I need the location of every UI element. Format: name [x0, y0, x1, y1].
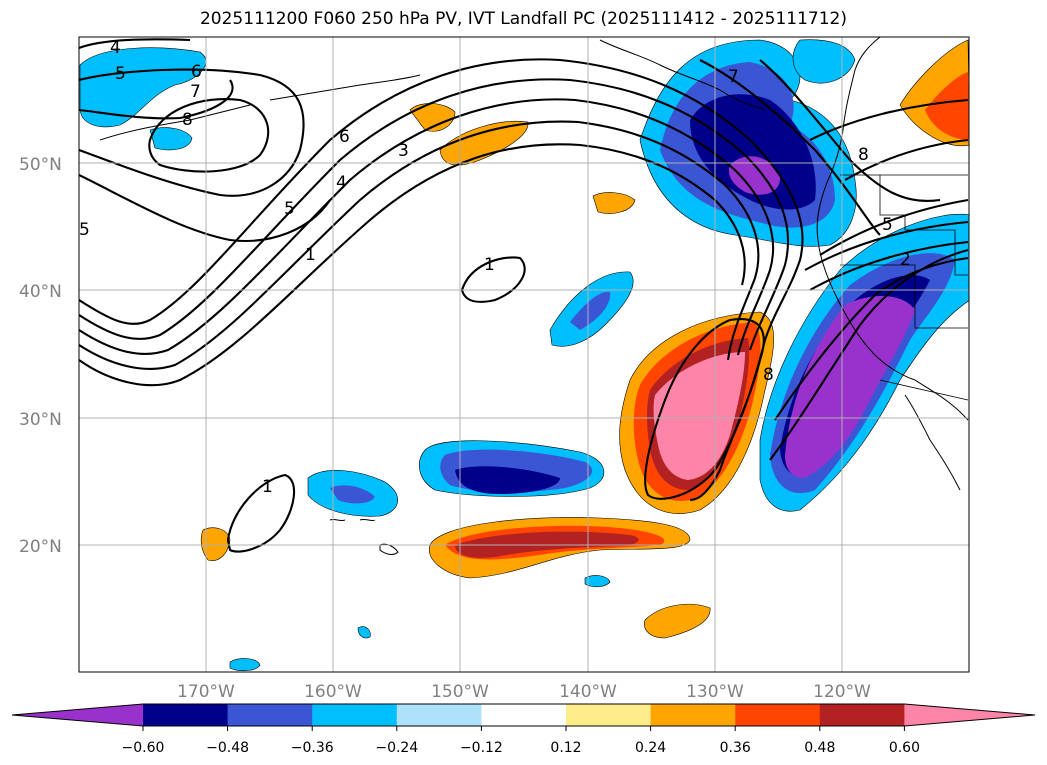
colorbar: −0.60 −0.48 −0.36 −0.24 −0.12 0.12 0.24 0.36 0.4… [11, 703, 1036, 756]
lon-label-130w: 130°W [686, 682, 744, 702]
colorbar-segment [227, 704, 313, 726]
colorbar-tick-label: −0.36 [291, 740, 334, 756]
contour-label: 5 [115, 64, 126, 84]
country-borders [840, 174, 969, 401]
lon-label-150w: 150°W [431, 682, 489, 702]
lat-label-30n: 30°N [19, 410, 62, 430]
map-gridlines [79, 37, 969, 672]
lat-label-50n: 50°N [19, 155, 62, 175]
map-frame [78, 36, 970, 673]
contour-label: 1 [305, 245, 316, 265]
contour-label: 1 [262, 477, 273, 497]
lon-label-120w: 120°W [813, 682, 871, 702]
colorbar-tick-label: −0.24 [375, 740, 418, 756]
contour-label: 8 [858, 145, 869, 165]
coastline [99, 37, 969, 555]
colorbar-segment [566, 704, 652, 726]
colorbar-tick-label: 0.12 [550, 740, 581, 756]
colorbar-segment [650, 704, 736, 726]
small-anomaly-features [79, 39, 969, 671]
colorbar-tick-label: −0.12 [460, 740, 503, 756]
contour-label: 5 [882, 215, 893, 235]
contour-label: 1 [484, 255, 495, 275]
colorbar-tick-label: −0.60 [122, 740, 165, 756]
lon-label-160w: 160°W [304, 682, 362, 702]
latitude-labels: 50°N 40°N 30°N 20°N [19, 155, 62, 557]
colorbar-segment [735, 704, 821, 726]
contour-label: 4 [110, 38, 121, 58]
colorbar-segment [396, 704, 482, 726]
map-content: 4 5 6 7 8 6 3 4 5 1 1 1 7 8 5 2 8 5 [79, 37, 969, 672]
contour-label: 7 [728, 67, 739, 87]
lat-label-40n: 40°N [19, 282, 62, 302]
negative-anomaly-south [759, 213, 969, 512]
contour-label: 7 [190, 82, 201, 102]
positive-anomaly-plume [619, 311, 775, 514]
colorbar-segment [819, 704, 905, 726]
colorbar-segment [312, 704, 398, 726]
colorbar-tick-label: 0.60 [889, 740, 920, 756]
lon-label-140w: 140°W [559, 682, 617, 702]
colorbar-tick-label: 0.48 [804, 740, 835, 756]
negative-anomaly-subtropical [418, 440, 605, 497]
colorbar-tick-label: −0.48 [206, 740, 249, 756]
map-title: 2025111200 F060 250 hPa PV, IVT Landfall… [199, 9, 847, 29]
contour-label: 5 [79, 220, 90, 240]
contour-labels: 4 5 6 7 8 6 3 4 5 1 1 1 7 8 5 2 8 5 [79, 38, 911, 497]
contour-label: 3 [398, 141, 409, 161]
longitude-labels: 170°W 160°W 150°W 140°W 130°W 120°W [177, 682, 871, 702]
colorbar-segment [143, 704, 229, 726]
contour-label: 5 [284, 199, 295, 219]
lat-label-20n: 20°N [19, 537, 62, 557]
contour-label: 6 [191, 62, 202, 82]
contour-label: 2 [900, 250, 911, 270]
contour-label: 6 [339, 127, 350, 147]
contour-label: 8 [763, 365, 774, 385]
colorbar-tick-label: 0.36 [720, 740, 751, 756]
colorbar-segment [481, 704, 567, 726]
colorbar-extend-max [904, 704, 1035, 726]
contour-label: 8 [182, 110, 193, 130]
contour-label: 4 [336, 173, 347, 193]
colorbar-tick-label: 0.24 [635, 740, 666, 756]
colorbar-extend-min [12, 704, 143, 726]
lon-label-170w: 170°W [177, 682, 235, 702]
